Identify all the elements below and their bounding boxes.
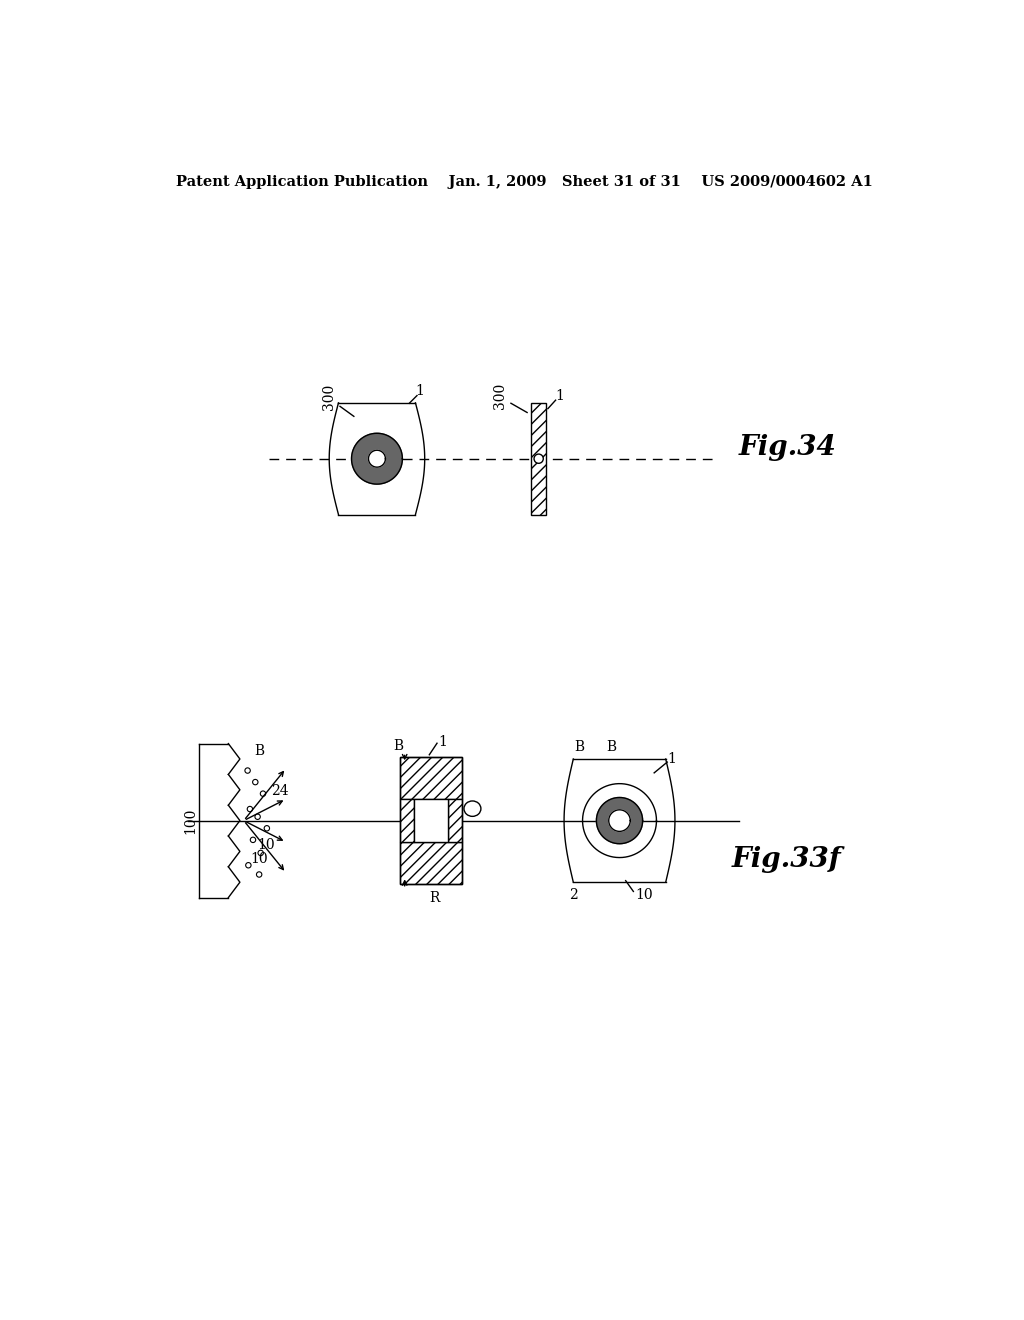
- Circle shape: [369, 450, 385, 467]
- Text: 1: 1: [415, 384, 424, 397]
- Circle shape: [256, 871, 262, 878]
- Bar: [531, 403, 547, 515]
- Bar: [400, 758, 462, 884]
- Ellipse shape: [464, 801, 481, 816]
- Text: Fig.34: Fig.34: [739, 434, 837, 461]
- Circle shape: [264, 825, 269, 832]
- Bar: [400, 758, 462, 800]
- Circle shape: [535, 454, 544, 463]
- Text: B: B: [254, 744, 264, 758]
- Text: B: B: [607, 739, 616, 754]
- Text: B: B: [393, 739, 403, 754]
- Circle shape: [608, 810, 631, 832]
- Circle shape: [351, 433, 402, 484]
- Text: 2: 2: [569, 887, 578, 902]
- Bar: [414, 800, 447, 842]
- Text: R: R: [429, 891, 440, 906]
- Bar: [531, 403, 547, 515]
- Text: 1: 1: [556, 388, 564, 403]
- Text: 300: 300: [323, 384, 336, 411]
- Bar: [400, 800, 414, 842]
- Text: 100: 100: [183, 808, 197, 834]
- Circle shape: [255, 814, 260, 820]
- Bar: [400, 842, 462, 884]
- Circle shape: [247, 807, 253, 812]
- Text: B: B: [574, 739, 585, 754]
- Text: Patent Application Publication    Jan. 1, 2009   Sheet 31 of 31    US 2009/00046: Patent Application Publication Jan. 1, 2…: [176, 174, 873, 189]
- Circle shape: [245, 768, 250, 774]
- Circle shape: [596, 797, 643, 843]
- Text: 1: 1: [668, 752, 676, 766]
- Text: 24: 24: [270, 784, 289, 799]
- Circle shape: [246, 862, 251, 869]
- Text: 10: 10: [258, 838, 275, 853]
- Text: 300: 300: [494, 383, 507, 409]
- Circle shape: [250, 837, 256, 842]
- Text: 1: 1: [438, 735, 447, 748]
- Circle shape: [253, 779, 258, 785]
- Circle shape: [258, 850, 263, 855]
- Text: 10: 10: [250, 853, 267, 866]
- Circle shape: [260, 791, 265, 796]
- Text: Fig.33f: Fig.33f: [731, 846, 841, 873]
- Text: 10: 10: [635, 887, 652, 902]
- Bar: [447, 800, 462, 842]
